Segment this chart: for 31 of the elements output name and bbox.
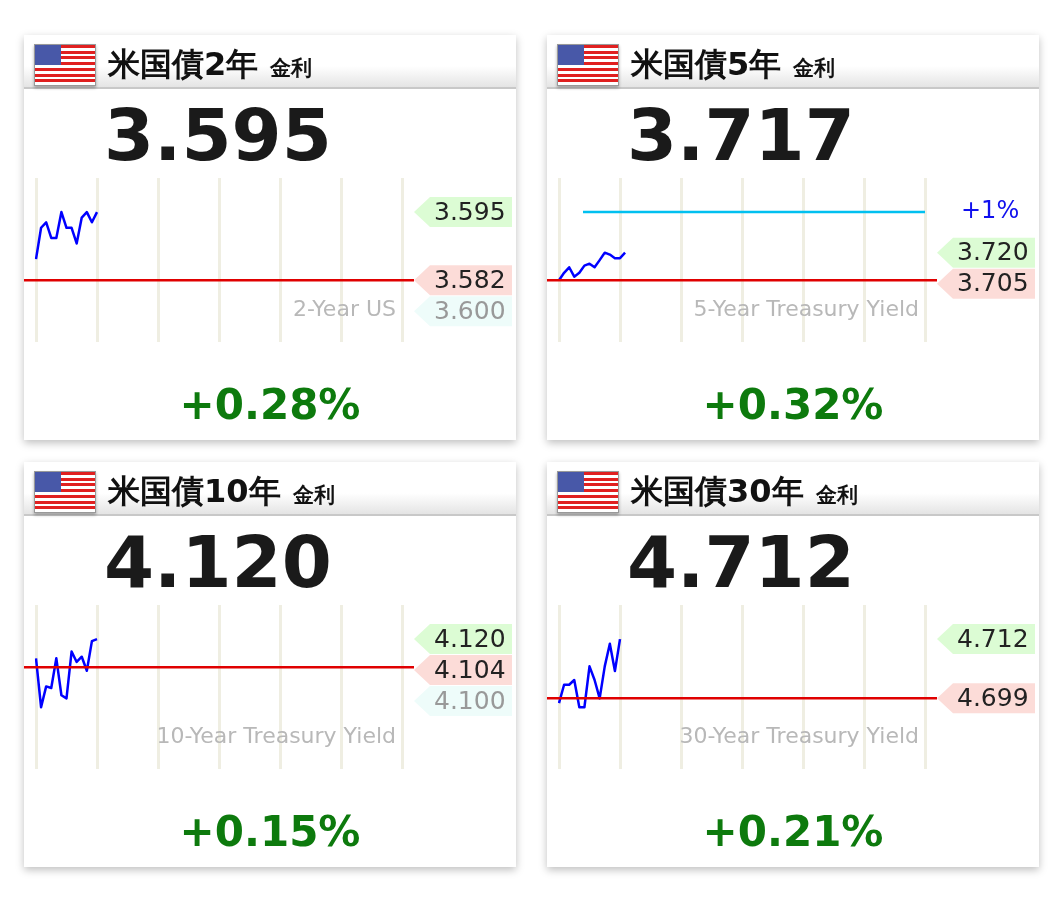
text: +0.15% [178, 807, 362, 856]
chart-title: 米国債10年 [108, 472, 281, 510]
text: 3.705 [957, 268, 1029, 298]
text: 4.120 [434, 623, 506, 653]
text: 3.600 [434, 295, 506, 325]
text: 4.712 [957, 623, 1029, 653]
text: 4.100 [434, 685, 506, 715]
text: 3.717 [627, 93, 855, 177]
chart-title: 米国債5年 [631, 45, 782, 83]
text: +0.21% [701, 807, 885, 856]
text: 3.582 [434, 264, 506, 294]
chart-subtitle: 金利 [815, 483, 858, 507]
text: 4.120 [104, 520, 332, 604]
chart-subtitle: 金利 [270, 56, 313, 80]
text: 5-Year Treasury Yield [693, 296, 919, 322]
text: 2-Year US [293, 296, 396, 322]
chart-title: 米国債30年 [631, 472, 804, 510]
text: +0.28% [178, 380, 362, 429]
chart-subtitle: 金利 [793, 56, 836, 80]
text: 4.712 [627, 520, 855, 604]
text: 3.595 [434, 196, 506, 226]
chart-title: 米国債2年 [108, 45, 259, 83]
text: 3.595 [104, 93, 332, 177]
text: +1% [961, 196, 1020, 225]
text: 4.104 [434, 654, 506, 684]
text: +0.32% [701, 380, 885, 429]
text: 4.699 [957, 682, 1029, 712]
text: 3.720 [957, 237, 1029, 267]
chart-subtitle: 金利 [292, 483, 335, 507]
text: 10-Year Treasury Yield [156, 723, 396, 749]
text: 30-Year Treasury Yield [679, 723, 919, 749]
